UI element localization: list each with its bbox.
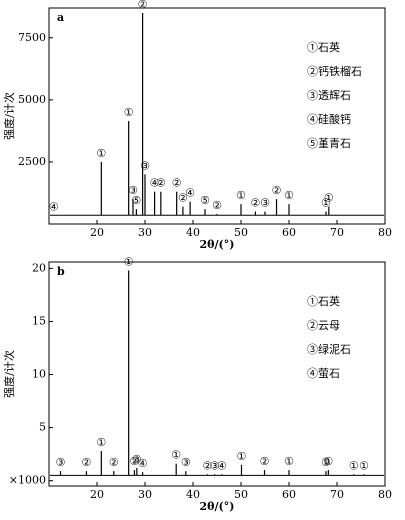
x-axis-label: 2θ/(°) — [200, 238, 235, 251]
x-tick-label: 70 — [330, 488, 344, 501]
legend-entry: ⑤堇青石 — [307, 137, 351, 150]
peak-label: ④ — [185, 187, 195, 200]
panel-label: b — [57, 265, 65, 278]
x-tick-label: 80 — [378, 226, 392, 239]
x-tick-label: 20 — [90, 226, 104, 239]
peak-label: ① — [284, 189, 294, 202]
peak-label: ② — [172, 177, 182, 190]
legend-entry: ③透辉石 — [307, 89, 351, 102]
x-axis-label: 2θ/(°) — [200, 500, 235, 513]
y-tick-label: 15 — [32, 314, 46, 327]
peak-label: ① — [323, 455, 333, 468]
y-tick-label: 5000 — [18, 93, 46, 106]
peak-label: ① — [124, 255, 134, 268]
peak-label: ③ — [140, 159, 150, 172]
peak-label: ① — [359, 459, 369, 472]
peak-label: ⑤ — [200, 194, 210, 207]
x-tick-label: 60 — [282, 226, 296, 239]
peak-label: ③ — [210, 459, 220, 472]
peak-label: ① — [284, 455, 294, 468]
plot-frame — [48, 261, 386, 487]
peak-label: ③ — [181, 456, 191, 469]
peak-label: ④ — [150, 177, 160, 190]
plot-frame — [48, 7, 386, 225]
peak-label: ⑤ — [131, 194, 141, 207]
peak-label: ② — [82, 456, 92, 469]
peak-label: ② — [138, 0, 148, 11]
legend-entry: ④硅酸钙 — [307, 112, 351, 126]
x-tick-label: 60 — [282, 488, 296, 501]
peak-label: ④ — [138, 457, 148, 470]
peak-label: ① — [236, 189, 246, 202]
y-tick-label: 20 — [32, 261, 46, 274]
y-tick-label: ×1000 — [9, 474, 46, 487]
peak-label: ① — [124, 106, 134, 119]
peak-label: ① — [171, 449, 181, 462]
legend-entry: ③绿泥石 — [307, 342, 351, 356]
peak-label: ① — [321, 456, 331, 469]
peak-label: ① — [96, 436, 106, 449]
peak-label: ② — [109, 456, 119, 469]
peak-label: ② — [212, 199, 222, 212]
x-tick-label: 40 — [186, 226, 200, 239]
x-tick-label: 80 — [378, 488, 392, 501]
y-tick-label: 10 — [32, 368, 46, 381]
x-tick-label: 50 — [234, 226, 248, 239]
peak-label: ② — [178, 192, 188, 205]
y-tick-label: 2500 — [18, 155, 46, 168]
x-tick-label: 40 — [186, 488, 200, 501]
peak-label: ① — [321, 197, 331, 210]
legend-entry: ④萤石 — [307, 367, 340, 380]
peak-label: ① — [324, 192, 334, 205]
peak-label: ① — [349, 459, 359, 472]
x-tick-label: 50 — [234, 488, 248, 501]
x-tick-label: 30 — [138, 488, 152, 501]
peak-label: ③ — [260, 197, 270, 210]
peak-label: ② — [130, 455, 140, 468]
legend-entry: ①石英 — [307, 40, 340, 54]
peak-label: ③ — [132, 453, 142, 466]
panel-label: a — [57, 11, 64, 24]
y-tick-label: 5 — [39, 421, 46, 434]
peak-label: ② — [260, 455, 270, 468]
legend-entry: ①石英 — [307, 294, 340, 308]
peak-label: ③ — [128, 184, 138, 197]
peak-label: ② — [272, 184, 282, 197]
x-tick-label: 20 — [90, 488, 104, 501]
peak-label: ④ — [49, 200, 59, 213]
x-tick-label: 30 — [138, 226, 152, 239]
peak-label: ① — [237, 450, 247, 463]
peak-label: ② — [202, 459, 212, 472]
peak-label: ② — [156, 177, 166, 190]
peak-label: ④ — [217, 459, 227, 472]
y-axis-label: 强度/计次 — [2, 92, 16, 140]
x-tick-label: 70 — [330, 226, 344, 239]
peak-label: ① — [96, 147, 106, 160]
y-tick-label: 7500 — [18, 31, 46, 44]
peak-label: ② — [250, 197, 260, 210]
peak-label: ③ — [56, 456, 66, 469]
legend-entry: ②钙铁榴石 — [307, 64, 362, 78]
y-axis-label: 强度/计次 — [2, 350, 16, 398]
legend-entry: ②云母 — [307, 319, 340, 332]
